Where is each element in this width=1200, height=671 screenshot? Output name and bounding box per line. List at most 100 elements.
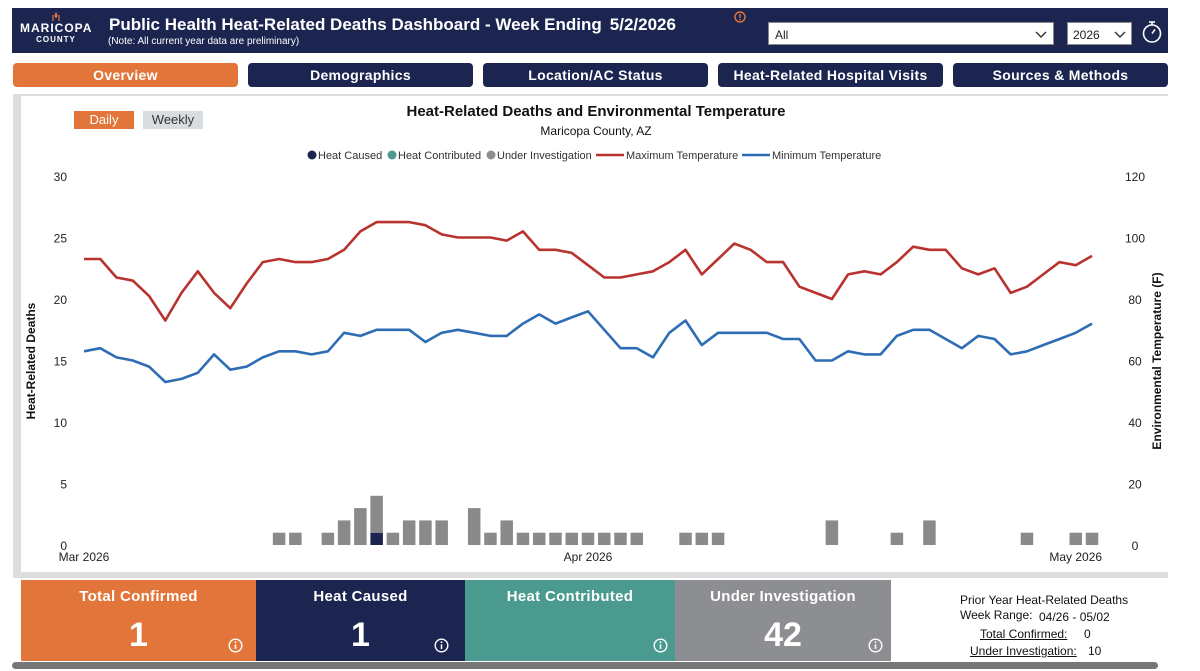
chevron-down-icon bbox=[1035, 31, 1047, 38]
bar-under-investigation bbox=[516, 532, 530, 545]
alert-info-icon[interactable] bbox=[734, 11, 746, 23]
prior-under-investigation-label: Under Investigation: bbox=[970, 644, 1077, 658]
tab-overview[interactable]: Overview bbox=[13, 63, 238, 87]
y-right-tick-label: 120 bbox=[1125, 170, 1145, 184]
bar-under-investigation bbox=[1020, 532, 1034, 545]
tab-location-ac-status[interactable]: Location/AC Status bbox=[483, 63, 708, 87]
y-left-tick-label: 15 bbox=[54, 355, 68, 369]
card-value: 1 bbox=[129, 616, 148, 654]
legend-label: Heat Contributed bbox=[398, 150, 481, 162]
title-text: Public Health Heat-Related Deaths Dashbo… bbox=[109, 15, 602, 34]
bar-under-investigation bbox=[890, 532, 904, 545]
bar-under-investigation bbox=[289, 532, 302, 545]
y-right-tick-label: 40 bbox=[1128, 416, 1142, 430]
bar-under-investigation bbox=[825, 520, 839, 545]
header-bar: MARICOPA COUNTY Public Health Heat-Relat… bbox=[12, 8, 1168, 53]
card-heat-caused: Heat Caused 1 bbox=[256, 580, 465, 661]
chevron-down-icon bbox=[1114, 31, 1126, 38]
bar-under-investigation bbox=[1069, 532, 1082, 545]
bar-under-investigation bbox=[614, 532, 627, 545]
x-tick-label: Mar 2026 bbox=[59, 550, 110, 564]
bar-under-investigation bbox=[630, 532, 644, 545]
horizontal-scrollbar[interactable] bbox=[12, 662, 1158, 669]
bar-under-investigation bbox=[354, 508, 367, 545]
card-heat-contributed: Heat Contributed bbox=[465, 580, 675, 661]
chart-subtitle: Maricopa County, AZ bbox=[540, 124, 651, 138]
card-total-confirmed: Total Confirmed 1 bbox=[21, 580, 256, 661]
logo-line-1: MARICOPA bbox=[20, 21, 93, 35]
bar-under-investigation bbox=[598, 532, 611, 545]
y-right-tick-label: 60 bbox=[1128, 355, 1142, 369]
card-title: Heat Contributed bbox=[506, 588, 634, 605]
chart-title: Heat-Related Deaths and Environmental Te… bbox=[407, 103, 786, 120]
bar-under-investigation bbox=[435, 520, 448, 545]
year-value: 2026 bbox=[1073, 28, 1100, 42]
preliminary-note: (Note: All current year data are prelimi… bbox=[108, 36, 300, 47]
tab-demographics[interactable]: Demographics bbox=[248, 63, 473, 87]
bar-under-investigation bbox=[272, 532, 286, 545]
week-range-label: Week Range: bbox=[960, 608, 1033, 622]
flame-icon bbox=[52, 12, 60, 21]
legend-label: Minimum Temperature bbox=[772, 150, 881, 162]
x-tick-label: Apr 2026 bbox=[564, 550, 613, 564]
y-left-axis-label: Heat-Related Deaths bbox=[24, 302, 38, 419]
region-filter-value: All bbox=[775, 28, 789, 42]
y-right-tick-label: 20 bbox=[1128, 478, 1142, 492]
bar-under-investigation bbox=[549, 532, 562, 545]
info-icon[interactable] bbox=[228, 638, 243, 653]
tab-hospital-visits[interactable]: Heat-Related Hospital Visits bbox=[718, 63, 943, 87]
min-temperature-line bbox=[83, 310, 1093, 384]
card-value: 1 bbox=[351, 616, 370, 654]
card-value: 42 bbox=[764, 616, 802, 654]
y-right-tick-label: 0 bbox=[1132, 539, 1139, 553]
prior-total-confirmed-label: Total Confirmed: bbox=[980, 627, 1068, 641]
prior-total-confirmed-value: 0 bbox=[1084, 627, 1091, 641]
stopwatch-icon[interactable] bbox=[1141, 20, 1163, 44]
legend-marker bbox=[387, 150, 397, 160]
summary-cards: Total Confirmed 1 Heat Caused 1 Heat Con… bbox=[0, 578, 1200, 671]
bar-under-investigation bbox=[695, 532, 709, 545]
year-dropdown[interactable]: 2026 bbox=[1067, 22, 1132, 45]
weekly-toggle-button[interactable]: Weekly bbox=[143, 111, 203, 129]
bar-under-investigation bbox=[467, 508, 481, 545]
region-filter-dropdown[interactable]: All bbox=[768, 22, 1054, 45]
prior-under-investigation-value: 10 bbox=[1088, 644, 1102, 658]
y-left-tick-label: 20 bbox=[54, 293, 68, 307]
bar-under-investigation bbox=[711, 532, 725, 545]
daily-toggle-button[interactable]: Daily bbox=[74, 111, 134, 129]
bar-under-investigation bbox=[484, 532, 497, 545]
card-title: Total Confirmed bbox=[79, 588, 198, 605]
prior-year-panel: Prior Year Heat-Related Deaths Week Rang… bbox=[893, 581, 1168, 663]
week-range-value: 04/26 - 05/02 bbox=[1039, 610, 1110, 624]
y-left-tick-label: 25 bbox=[54, 232, 68, 246]
bar-heat-caused bbox=[370, 532, 383, 545]
y-left-tick-label: 5 bbox=[60, 478, 67, 492]
tab-sources-methods[interactable]: Sources & Methods bbox=[953, 63, 1168, 87]
week-ending-date: 5/2/2026 bbox=[609, 15, 676, 34]
bar-under-investigation bbox=[923, 520, 936, 545]
bar-under-investigation bbox=[337, 520, 351, 545]
bar-under-investigation bbox=[386, 532, 400, 545]
y-left-tick-label: 10 bbox=[54, 416, 68, 430]
prior-year-title: Prior Year Heat-Related Deaths bbox=[960, 593, 1129, 607]
maricopa-logo: MARICOPA COUNTY bbox=[20, 11, 92, 49]
deaths-temperature-chart: Heat-Related Deaths and Environmental Te… bbox=[24, 103, 1164, 564]
bar-under-investigation bbox=[565, 532, 578, 545]
page-title: Public Health Heat-Related Deaths Dashbo… bbox=[109, 15, 676, 35]
legend-marker bbox=[307, 150, 317, 160]
y-left-tick-label: 0 bbox=[60, 539, 67, 553]
bar-under-investigation bbox=[402, 520, 416, 545]
card-title: Heat Caused bbox=[313, 588, 408, 605]
legend-marker bbox=[486, 150, 496, 160]
legend-label: Under Investigation bbox=[497, 150, 592, 162]
info-icon[interactable] bbox=[434, 638, 449, 653]
bar-under-investigation bbox=[370, 495, 383, 533]
card-title: Under Investigation bbox=[710, 588, 856, 605]
info-icon[interactable] bbox=[653, 638, 668, 653]
x-tick-label: May 2026 bbox=[1049, 550, 1102, 564]
bar-under-investigation bbox=[500, 520, 513, 545]
y-left-tick-label: 30 bbox=[54, 170, 68, 184]
y-right-tick-label: 100 bbox=[1125, 232, 1145, 246]
info-icon[interactable] bbox=[868, 638, 883, 653]
